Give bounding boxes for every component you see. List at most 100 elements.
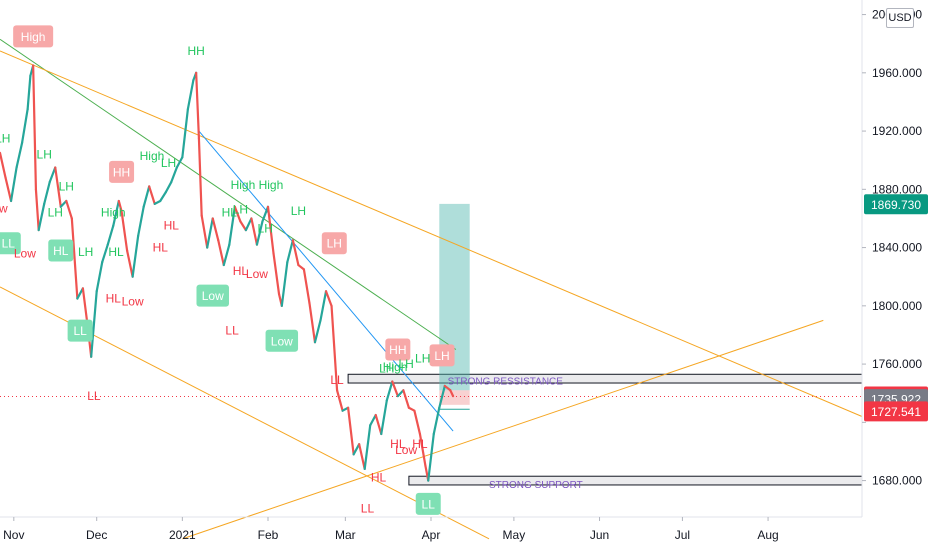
pivot-label: High High — [231, 178, 284, 192]
pivot-label-text: HH — [113, 165, 130, 179]
pivot-label: HL — [390, 437, 406, 451]
price-segment — [222, 243, 231, 267]
zone-support — [408, 475, 863, 486]
trend-line — [0, 38, 457, 350]
x-tick-label: Nov — [3, 528, 24, 542]
price-segment — [385, 380, 394, 402]
pivot-label-box — [196, 284, 229, 307]
pivot-label: LH — [0, 131, 10, 145]
price-segment — [175, 156, 184, 169]
price-badge: 1869.730 — [864, 194, 928, 215]
price-segment — [308, 301, 317, 344]
price-segment — [37, 202, 46, 232]
pivot-label: LH — [379, 361, 394, 375]
pivot-label: HL — [371, 471, 387, 485]
price-segment — [43, 180, 51, 205]
price-segment — [239, 220, 247, 232]
price-segment — [438, 384, 446, 409]
pivot-label: HL — [48, 239, 74, 262]
price-segment — [335, 389, 344, 412]
price-segment — [432, 406, 441, 436]
pivot-label: LH — [398, 357, 413, 371]
pivot-label: LL — [0, 232, 21, 255]
price-segment — [76, 287, 84, 300]
pivot-label-box — [321, 232, 347, 255]
pivot-label: ow — [0, 201, 8, 215]
price-segment — [330, 304, 339, 392]
pivot-label-text: HH — [389, 343, 406, 357]
pivot-label: LH — [59, 179, 74, 193]
price-segment — [266, 205, 275, 255]
pivot-label: High — [140, 149, 165, 163]
pivot-label-box — [415, 492, 441, 515]
price-segment — [112, 199, 120, 227]
pivot-label: HL — [222, 206, 238, 220]
pivot-label: LH — [78, 245, 93, 259]
price-segment — [347, 406, 355, 456]
pivot-label-box — [13, 25, 54, 48]
pivot-label: Low — [122, 294, 144, 308]
price-segment — [250, 217, 259, 246]
pivot-label: HL — [164, 219, 180, 233]
pivot-label: LH — [258, 222, 273, 236]
price-segment — [181, 108, 189, 159]
price-segment — [449, 389, 455, 398]
pivot-label-box — [0, 232, 21, 255]
price-segment — [142, 185, 151, 208]
pivot-label-text: Low — [271, 334, 293, 348]
price-segment — [197, 137, 203, 217]
price-badge-label: 1869.730 — [871, 198, 921, 212]
price-segment — [34, 188, 40, 232]
pivot-label: HL — [106, 292, 122, 306]
price-segment — [413, 409, 422, 436]
pivot-label-text: Low — [202, 289, 224, 303]
price-path-layer — [0, 64, 455, 482]
pivot-label: LH — [233, 203, 248, 217]
y-tick-label: 1920.000 — [872, 124, 922, 138]
pivot-label-text: LH — [327, 237, 342, 251]
x-tick-label: Jul — [675, 528, 690, 542]
price-segment — [137, 205, 145, 238]
price-segment — [217, 239, 225, 267]
pivot-label-text: LL — [73, 324, 87, 338]
price-segment — [170, 166, 178, 184]
price-segment — [95, 261, 104, 293]
pivot-label: HL — [153, 241, 169, 255]
y-tick-label: 1880.000 — [872, 182, 922, 196]
pivot-label-box — [67, 319, 93, 342]
pivot-labels-layer: HighLHLHowLLLowLHLHHLLHLLLLHHHighHLHLLow… — [0, 25, 583, 515]
price-segment — [120, 210, 129, 252]
price-segment — [228, 205, 236, 246]
price-segment — [186, 78, 195, 111]
pivot-label: LL — [67, 319, 93, 342]
pivot-label: Low — [196, 284, 229, 307]
pivot-label: LH — [291, 204, 306, 218]
price-segment — [4, 176, 13, 203]
price-segment — [21, 108, 29, 144]
pivot-label: HL — [233, 264, 249, 278]
pivot-label-box — [385, 338, 411, 361]
pivot-label: HL — [412, 437, 428, 451]
pivot-label: LH — [415, 351, 430, 365]
x-tick-label: Feb — [258, 528, 279, 542]
price-segment — [0, 151, 7, 179]
price-segment — [15, 141, 24, 169]
price-segment — [302, 268, 311, 305]
price-segment — [402, 389, 410, 409]
price-segment — [261, 205, 270, 223]
pivot-label: HH — [187, 44, 204, 58]
price-segment — [418, 432, 427, 468]
pivot-label: LH — [37, 147, 52, 161]
price-segment — [297, 263, 306, 271]
price-segment — [148, 185, 156, 205]
price-segment — [443, 384, 452, 392]
y-tick-label: 1840.000 — [872, 241, 922, 255]
price-segment — [358, 443, 366, 471]
zone-resistance — [347, 373, 863, 384]
currency-button[interactable]: USD — [886, 8, 914, 28]
price-badge-bg — [864, 194, 928, 215]
price-segment — [131, 234, 140, 278]
x-tick-label: Jun — [590, 528, 609, 542]
